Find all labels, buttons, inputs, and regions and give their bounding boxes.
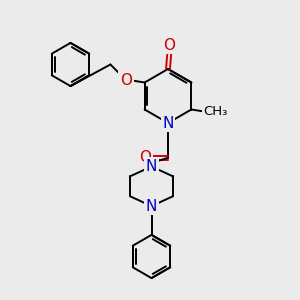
Text: O: O <box>120 73 132 88</box>
Text: O: O <box>139 150 151 165</box>
Text: O: O <box>164 38 175 52</box>
Text: CH₃: CH₃ <box>203 105 228 119</box>
Text: N: N <box>146 199 157 214</box>
Text: N: N <box>162 116 174 130</box>
Text: N: N <box>146 159 157 174</box>
